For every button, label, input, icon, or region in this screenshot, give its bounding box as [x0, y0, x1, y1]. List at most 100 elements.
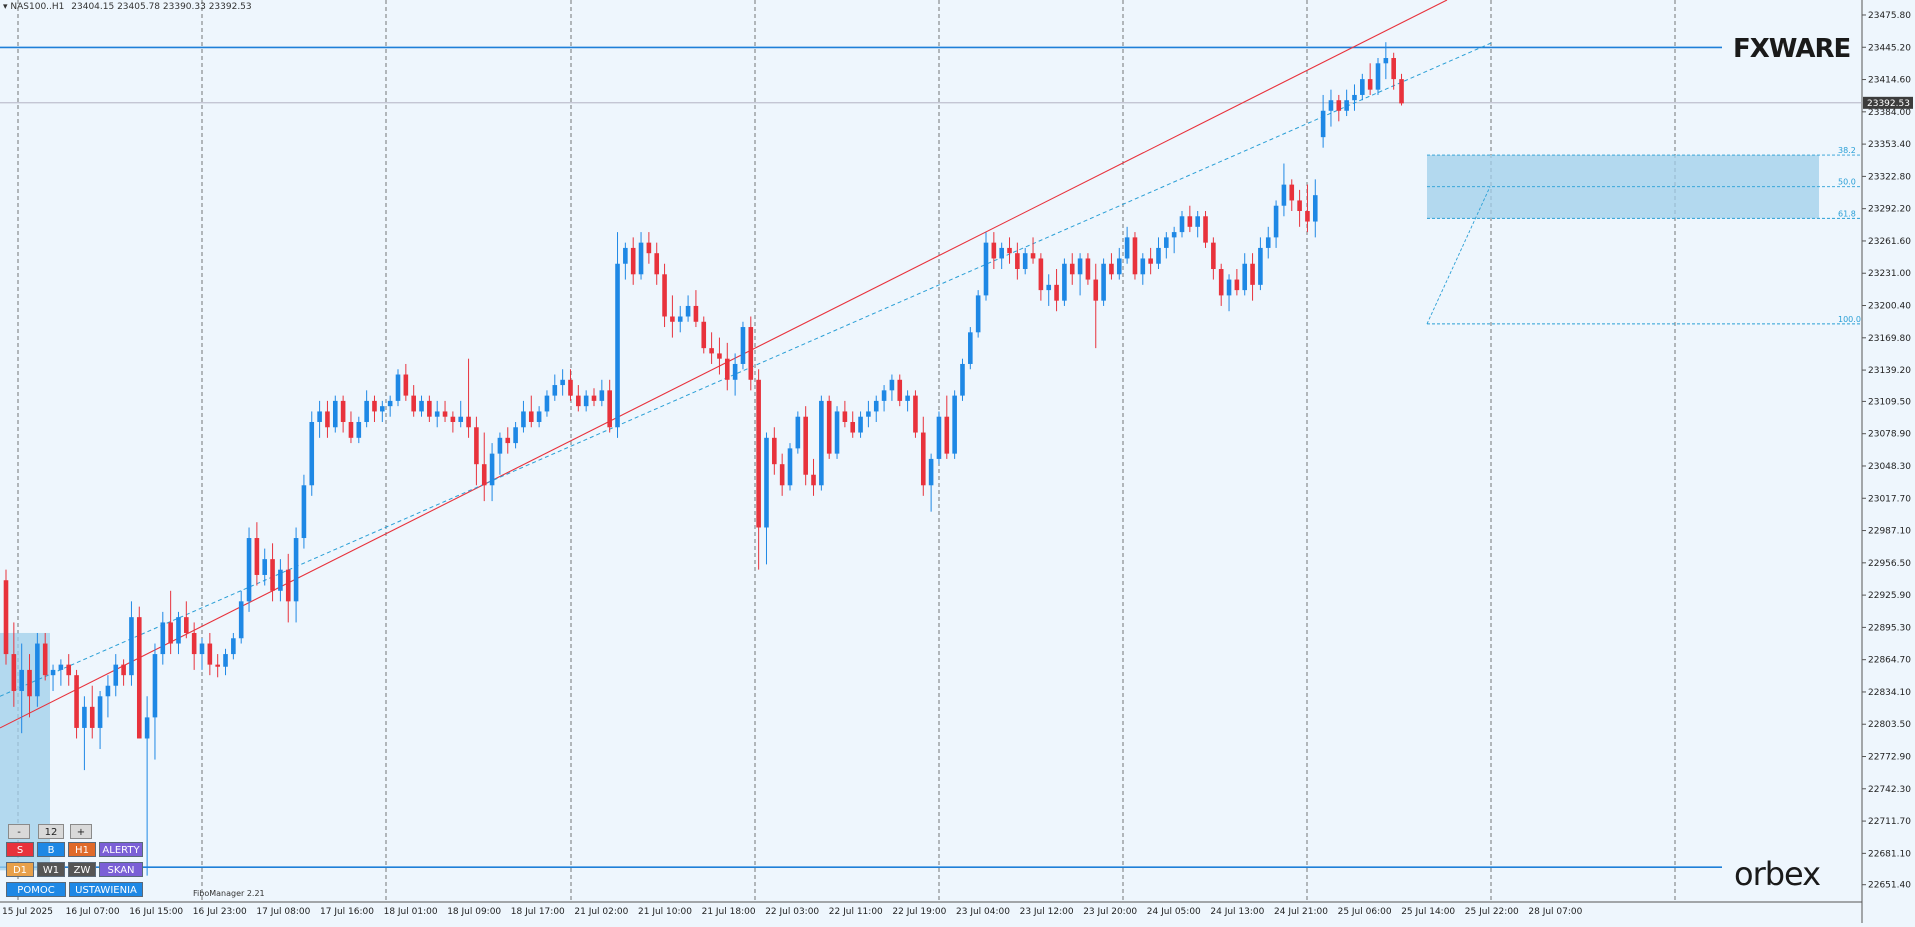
- x-tick-label: 21 Jul 10:00: [638, 907, 692, 917]
- candle-body: [881, 390, 887, 401]
- y-tick-label: 23139.20: [1868, 366, 1911, 376]
- candle-body: [317, 411, 322, 422]
- candle-body: [732, 363, 738, 380]
- x-tick-label: 22 Jul 03:00: [765, 907, 819, 917]
- candle-body: [787, 448, 793, 486]
- y-tick-label: 22742.30: [1868, 785, 1911, 795]
- candle-body: [285, 569, 291, 602]
- button-b[interactable]: B: [37, 842, 65, 857]
- candle-body: [293, 538, 299, 602]
- candle-body: [968, 332, 973, 364]
- orbex-logo: orbex: [1734, 855, 1821, 893]
- help-button[interactable]: POMOC: [6, 882, 66, 897]
- candle-body: [254, 538, 260, 575]
- button-skan[interactable]: SKAN: [99, 862, 143, 877]
- candle-body: [630, 247, 636, 275]
- candle-body: [999, 247, 1004, 259]
- candle-body: [474, 427, 479, 465]
- candle-body: [1360, 79, 1365, 95]
- candle-body: [889, 379, 895, 391]
- minus-button[interactable]: -: [8, 824, 30, 839]
- y-tick-label: 23414.60: [1868, 76, 1911, 86]
- button-alerty[interactable]: ALERTY: [99, 842, 143, 857]
- candle-body: [1328, 100, 1334, 111]
- button-w1[interactable]: W1: [37, 862, 65, 877]
- dropdown-arrow-icon[interactable]: ▾: [3, 2, 8, 12]
- y-tick-label: 23048.30: [1868, 462, 1911, 472]
- x-tick-label: 18 Jul 01:00: [384, 907, 438, 917]
- candle-body: [403, 374, 409, 396]
- candle-body: [568, 379, 573, 396]
- plus-button[interactable]: +: [70, 824, 92, 839]
- candle-body: [121, 664, 126, 676]
- candle-body: [332, 400, 338, 428]
- count-field[interactable]: 12: [38, 824, 64, 839]
- candle-body: [740, 327, 746, 364]
- x-tick-label: 22 Jul 19:00: [892, 907, 946, 917]
- button-s[interactable]: S: [6, 842, 34, 857]
- candle-body: [905, 395, 910, 401]
- chart-header: ▾ NAS100..H1 23404.15 23405.78 23390.33 …: [3, 2, 252, 12]
- candle-body: [1171, 232, 1177, 238]
- y-tick-label: 22681.10: [1868, 849, 1911, 859]
- x-tick-label: 16 Jul 23:00: [193, 907, 247, 917]
- y-tick-label: 22834.10: [1868, 688, 1911, 698]
- candle-body: [262, 559, 268, 575]
- candle-body: [654, 253, 660, 275]
- candle-body: [1093, 279, 1099, 301]
- candle-body: [387, 400, 393, 407]
- candle-body: [1015, 253, 1020, 270]
- candle-body: [591, 395, 597, 401]
- candle-body: [583, 395, 589, 407]
- candle-body: [309, 421, 315, 486]
- candle-body: [356, 421, 362, 438]
- candle-body: [724, 358, 730, 380]
- candle-body: [42, 643, 48, 676]
- candle-body: [1030, 253, 1036, 259]
- candle-body: [913, 395, 918, 433]
- candle-body: [113, 664, 119, 686]
- candle-body: [576, 395, 581, 407]
- candle-body: [450, 416, 456, 422]
- candle-body: [168, 622, 173, 644]
- candle-body: [1046, 284, 1052, 291]
- candle-body: [677, 316, 683, 322]
- candle-body: [1101, 263, 1106, 301]
- candle-body: [1312, 195, 1318, 222]
- x-tick-label: 25 Jul 22:00: [1465, 907, 1519, 917]
- ohlc-values: 23404.15 23405.78 23390.33 23392.53: [71, 2, 252, 12]
- candle-body: [176, 617, 181, 644]
- candle-body: [552, 385, 558, 396]
- candle-body: [748, 327, 754, 380]
- candle-body: [1132, 237, 1138, 275]
- x-tick-label: 24 Jul 13:00: [1210, 907, 1264, 917]
- button-zw[interactable]: ZW: [68, 862, 96, 877]
- button-h1[interactable]: H1: [68, 842, 96, 857]
- candle-body: [136, 617, 142, 739]
- candle-body: [1085, 258, 1091, 280]
- candle-body: [207, 643, 213, 665]
- candle-body: [1391, 58, 1396, 80]
- candle-body: [1250, 263, 1255, 285]
- trend-line-red: [0, 0, 1448, 729]
- settings-button[interactable]: USTAWIENIA: [69, 882, 143, 897]
- candle-body: [1297, 200, 1302, 211]
- candle-body: [1226, 279, 1232, 296]
- button-d1[interactable]: D1: [6, 862, 34, 877]
- y-tick-label: 23292.20: [1868, 205, 1911, 215]
- candle-body: [427, 400, 432, 417]
- candle-body: [897, 379, 903, 401]
- candle-body: [1007, 247, 1012, 254]
- y-tick-label: 23078.90: [1868, 430, 1911, 440]
- candle-body: [764, 437, 769, 528]
- candle-body: [952, 395, 957, 454]
- candle-body: [1375, 63, 1381, 90]
- candle-body: [1289, 184, 1295, 201]
- x-tick-label: 28 Jul 07:00: [1528, 907, 1582, 917]
- candle-body: [1352, 94, 1357, 101]
- candle-body: [623, 247, 628, 264]
- candle-body: [1218, 269, 1224, 296]
- fib-level-label: 61.8: [1838, 209, 1856, 218]
